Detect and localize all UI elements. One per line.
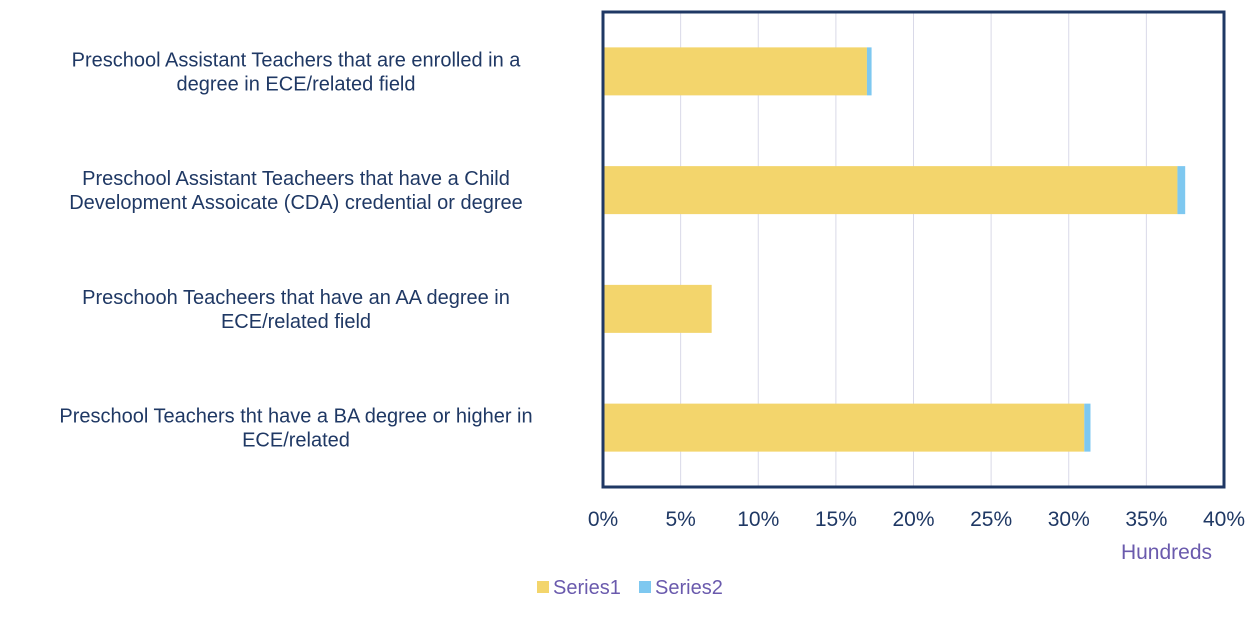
x-tick-label: 0% (588, 508, 618, 531)
x-tick-label: 10% (737, 508, 779, 531)
category-label: Preschool Assistant Teachers that are en… (72, 49, 522, 95)
bar-series1-2 (603, 166, 1178, 215)
x-tick-label: 35% (1125, 508, 1167, 531)
x-tick-label: 40% (1203, 508, 1245, 531)
category-labels: Preschool Assistant Teachers that are en… (59, 49, 532, 451)
category-label-line: Preschool Assistant Teachers that are en… (72, 49, 522, 71)
legend[interactable]: Series1 Series2 (537, 577, 723, 599)
category-label: Preschool Teachers tht have a BA degree … (59, 406, 532, 452)
legend-swatch (537, 581, 549, 593)
x-tick-label: 20% (892, 508, 934, 531)
category-label-line: Development Assoicate (CDA) credential o… (69, 192, 523, 214)
category-label-line: ECE/related (242, 430, 350, 452)
bar-series1-1 (603, 47, 867, 96)
x-tick-labels: 0% 5% 10% 15% 20% 25% 30% 35% 40% (588, 508, 1245, 531)
bar-series1-3 (603, 284, 712, 333)
x-tick-label: 15% (815, 508, 857, 531)
legend-swatch (639, 581, 651, 593)
bar-series2-1 (866, 47, 872, 96)
x-tick-label: 30% (1048, 508, 1090, 531)
bar-series2-2 (1177, 166, 1186, 215)
display-unit-label: Hundreds (1121, 541, 1212, 564)
category-label-line: degree in ECE/related field (176, 73, 415, 95)
category-label: Preschool Assistant Teacheers that have … (69, 168, 523, 214)
category-label-line: Preschool Assistant Teacheers that have … (82, 168, 510, 190)
category-label-line: Preschooh Teacheers that have an AA degr… (82, 287, 510, 309)
bar-series1-4 (603, 403, 1085, 452)
x-tick-label: 25% (970, 508, 1012, 531)
bars (603, 47, 1186, 452)
category-label-line: ECE/related field (221, 311, 371, 333)
x-tick-label: 5% (665, 508, 695, 531)
legend-label[interactable]: Series1 (553, 577, 621, 599)
category-label: Preschooh Teacheers that have an AA degr… (82, 287, 510, 333)
bar-series2-4 (1084, 403, 1091, 452)
legend-label[interactable]: Series2 (655, 577, 723, 599)
category-label-line: Preschool Teachers tht have a BA degree … (59, 406, 532, 428)
